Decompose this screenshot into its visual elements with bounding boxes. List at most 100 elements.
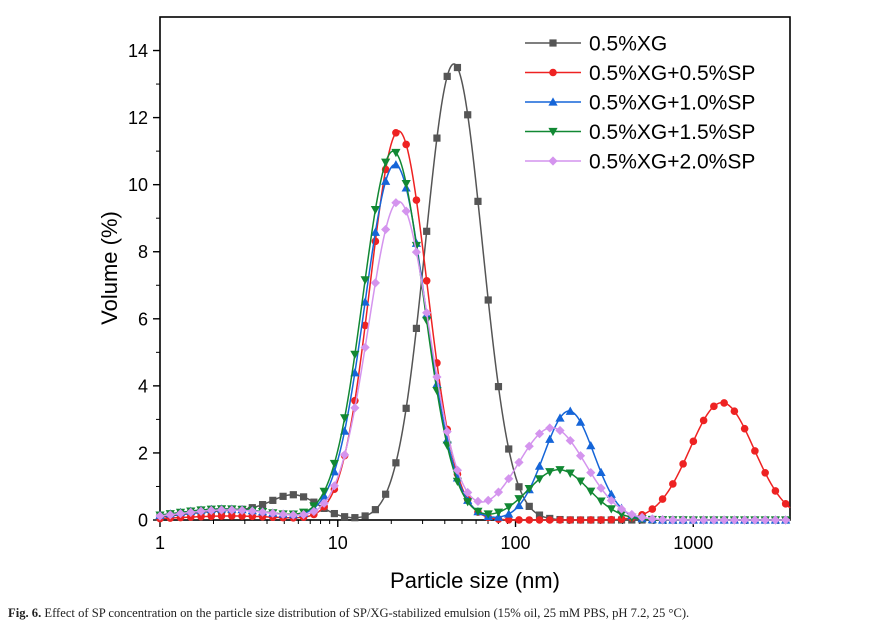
data-point [586,487,596,496]
data-point [207,512,216,521]
data-point [493,487,504,497]
data-point [248,512,257,521]
data-point [729,515,739,525]
data-point [299,493,308,501]
data-point [258,501,267,509]
data-point [637,512,647,523]
data-point [360,297,370,306]
data-point [175,508,186,519]
data-point [596,467,606,477]
data-point [616,504,627,514]
data-point [525,516,534,524]
data-point [361,321,369,330]
data-point [545,434,555,443]
legend-item: 0.5%XG [525,33,667,56]
data-point [575,417,586,426]
y-tick-label: 10 [128,175,148,195]
data-point [658,495,667,503]
x-tick-label: 100 [501,533,531,553]
data-point [370,278,380,288]
data-point [657,514,668,525]
data-point [237,505,247,515]
data-point [524,485,534,494]
data-point [206,505,216,516]
data-point [391,160,401,169]
data-point [401,206,411,216]
data-point [360,276,370,285]
data-point [534,461,545,470]
data-point [565,435,575,446]
legend-label: 0.5%XG+1.5%SP [589,121,755,144]
data-point [464,111,472,119]
data-point [750,515,760,525]
legend-marker [548,97,558,106]
data-point [227,512,236,520]
data-point [709,515,719,525]
data-point [678,515,688,525]
data-point [351,514,359,522]
data-point [370,227,380,236]
data-point [392,128,400,137]
series-line [159,130,791,521]
data-point [371,237,380,246]
data-point [669,480,677,488]
data-point [689,437,698,446]
figure-caption: Fig. 6. Effect of SP concentration on th… [8,606,886,621]
y-tick-label: 14 [128,41,148,61]
data-point [514,457,524,467]
data-point [329,481,339,491]
data-point [411,247,422,257]
x-tick-label: 1 [155,533,165,553]
data-point [575,451,586,461]
data-point [432,379,442,388]
data-point [165,510,175,520]
data-point [473,507,483,516]
data-point [730,407,739,415]
data-point [545,516,554,524]
legend-label: 0.5%XG+0.5%SP [589,62,755,85]
data-point [493,508,504,517]
data-point [319,498,329,508]
data-point [586,516,595,524]
data-point [452,465,463,475]
data-point [679,460,687,468]
data-point [238,512,246,520]
data-point [515,483,523,491]
data-point [555,466,565,475]
y-tick-label: 4 [138,376,148,396]
data-point [309,502,319,511]
data-point [361,512,369,520]
data-point [186,513,195,521]
data-point [186,507,196,517]
data-point [463,487,473,498]
data-point [555,425,565,436]
data-point [751,447,759,455]
data-point [504,474,514,484]
data-point [371,506,379,514]
data-point [688,515,698,525]
data-point [341,513,349,521]
data-point [422,308,432,318]
data-point [473,496,483,506]
y-tick-label: 12 [128,108,148,128]
legend-item: 0.5%XG+0.5%SP [525,62,755,85]
data-point [463,498,473,507]
data-point [402,140,410,149]
data-point [545,468,555,477]
x-tick-label: 10 [328,533,348,553]
data-point [647,514,657,524]
data-point [391,148,401,158]
data-point [668,515,678,525]
data-point [760,515,770,525]
data-point [699,416,708,425]
data-point [770,515,781,525]
data-point [555,413,565,422]
data-point [607,515,616,524]
data-point [525,502,533,510]
data-point [514,500,524,510]
data-point [606,495,616,506]
legend-label: 0.5%XG+1.0%SP [589,92,755,115]
data-point [381,176,391,185]
legend-marker [548,156,558,166]
legend: 0.5%XG 0.5%XG+0.5%SP 0.5%XG+1.0%SP 0.5%XG+1… [525,33,755,174]
